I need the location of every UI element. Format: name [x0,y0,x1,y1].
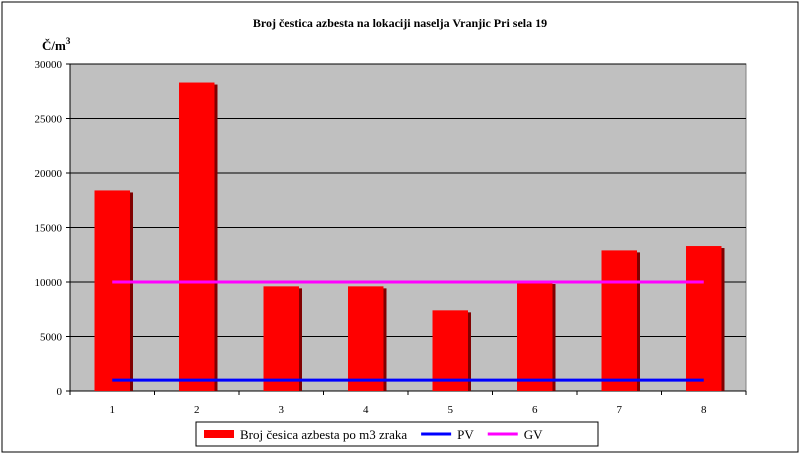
x-tick-label: 7 [617,404,623,416]
y-axis-unit-text: Č/m [42,38,66,53]
x-tick-label: 8 [701,404,707,416]
x-tick-label: 1 [110,404,116,416]
bar [686,246,722,391]
y-tick-label: 20000 [35,168,63,180]
legend-label: GV [524,427,543,442]
y-tick-label: 5000 [40,332,63,344]
y-tick-label: 30000 [35,59,63,71]
legend-swatch [204,430,234,438]
chart-title: Broj čestica azbesta na lokaciji naselja… [253,16,547,30]
legend-box [195,421,599,447]
x-tick-label: 6 [532,404,538,416]
y-tick-label: 15000 [35,223,63,235]
legend: Broj česica azbesta po m3 zraka PV GV [195,421,599,447]
bar [601,250,637,391]
x-tick-label: 2 [194,404,200,416]
bar [94,190,130,391]
y-tick-label: 25000 [35,114,63,126]
x-tick-label: 5 [448,404,454,416]
bar [517,282,553,391]
legend-label: PV [457,427,474,442]
x-tick-label: 3 [279,404,285,416]
x-tick-label: 4 [363,404,369,416]
plot-area: 0 5000 10000 15000 20000 25000 30000 1 2 3 4 5 6 7 8 [35,59,747,416]
legend-label: Broj česica azbesta po m3 zraka [240,427,407,442]
y-axis-unit: Č/m3 [42,36,71,53]
bar [432,310,468,391]
bar [179,82,215,391]
y-tick-label: 10000 [35,277,63,289]
bar [263,286,299,391]
y-axis-unit-superscript: 3 [66,36,71,46]
bar [348,286,384,391]
y-tick-label: 0 [57,386,63,398]
